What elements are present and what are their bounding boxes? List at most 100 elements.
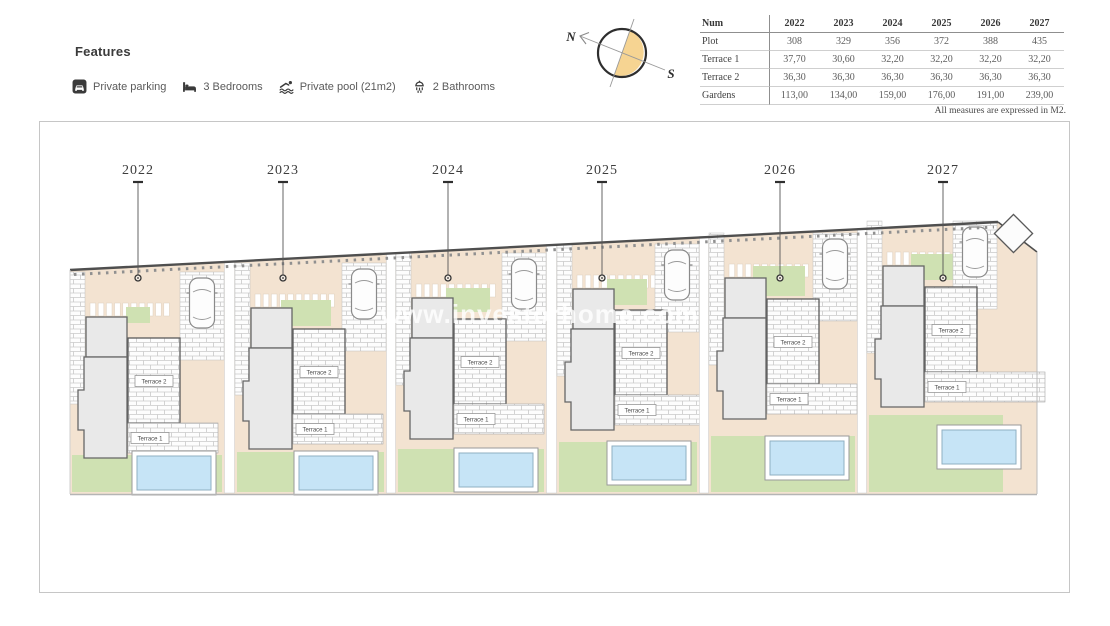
house xyxy=(716,317,767,420)
plot-divider xyxy=(546,244,557,494)
table-row-label: Gardens xyxy=(700,87,770,105)
table-cell: 36,30 xyxy=(917,69,966,87)
car-icon xyxy=(186,277,218,329)
compass-rose: NS xyxy=(565,18,675,88)
plot-callout-2025: 2025 xyxy=(586,163,618,282)
terrace-label: Terrace 2 xyxy=(938,329,964,335)
terrace-label: Terrace 1 xyxy=(934,386,960,392)
table-row-label: Terrace 2 xyxy=(700,69,770,87)
plot-2026: Terrace 2 Terrace 1 xyxy=(708,232,858,492)
pool xyxy=(298,455,374,491)
table-header-cell: 2024 xyxy=(868,15,917,33)
compass-shaded-half xyxy=(614,30,644,77)
terrace-1 xyxy=(127,422,219,454)
plot-2027: Terrace 2 Terrace 1 xyxy=(866,220,1046,492)
feature-item: 2 Bathrooms xyxy=(412,79,495,94)
plot-divider xyxy=(224,260,235,494)
table-cell: 159,00 xyxy=(868,87,917,105)
table-cell: 36,30 xyxy=(966,69,1015,87)
features-legend: Private parking 3 Bedrooms Private pool (2… xyxy=(72,79,495,94)
compass-north-label: N xyxy=(565,29,576,44)
pool xyxy=(769,440,845,476)
terrace-label: Terrace 2 xyxy=(467,361,493,367)
table-header-cell: 2022 xyxy=(770,15,819,33)
table-cell: 329 xyxy=(819,33,868,51)
house xyxy=(874,305,925,408)
plot-number-label: 2022 xyxy=(122,163,154,178)
table-row-label: Plot xyxy=(700,33,770,51)
house-upper xyxy=(724,277,767,319)
table-cell: 37,70 xyxy=(770,51,819,69)
feature-label: 2 Bathrooms xyxy=(432,80,496,93)
corner-marker xyxy=(993,213,1034,254)
feature-label: Private parking xyxy=(93,80,167,93)
house-upper xyxy=(250,307,293,349)
table-cell: 32,20 xyxy=(1015,51,1064,69)
terrace-label: Terrace 1 xyxy=(624,409,650,415)
table-cell: 134,00 xyxy=(819,87,868,105)
table-cell: 191,00 xyxy=(966,87,1015,105)
table-cell: 113,00 xyxy=(770,87,819,105)
house-upper xyxy=(85,316,128,358)
feature-label: 3 Bedrooms xyxy=(203,80,263,93)
table-header-cell: 2027 xyxy=(1015,15,1064,33)
car-icon xyxy=(661,249,693,301)
plot-2024: Terrace 2 Terrace 1 xyxy=(395,252,547,493)
terrace-label: Terrace 2 xyxy=(306,371,332,377)
terrace-label: Terrace 1 xyxy=(463,418,489,424)
plot-callout-2026: 2026 xyxy=(764,163,796,282)
plot-divider xyxy=(699,236,709,494)
table-cell: 36,30 xyxy=(770,69,819,87)
table-cell: 32,20 xyxy=(966,51,1015,69)
plot-number-label: 2024 xyxy=(432,163,464,178)
plot-number-label: 2027 xyxy=(927,163,959,178)
table-cell: 32,20 xyxy=(917,51,966,69)
table-cell: 36,30 xyxy=(868,69,917,87)
bed-icon xyxy=(182,79,197,94)
watermark-text: www.investorhome.com xyxy=(380,299,699,329)
bath-icon xyxy=(412,79,427,94)
compass-south-label: S xyxy=(667,66,674,81)
house xyxy=(403,337,454,440)
plot-number-label: 2026 xyxy=(764,163,796,178)
plot-number-label: 2023 xyxy=(267,163,299,178)
pool xyxy=(941,429,1017,465)
table-cell: 435 xyxy=(1015,33,1064,51)
feature-item: 3 Bedrooms xyxy=(182,79,263,94)
table-cell: 30,60 xyxy=(819,51,868,69)
plot-callout-2024: 2024 xyxy=(432,163,464,282)
pool xyxy=(611,445,687,481)
table-cell: 239,00 xyxy=(1015,87,1064,105)
pool xyxy=(458,452,534,488)
terrace-label: Terrace 1 xyxy=(137,437,163,443)
terrace-label: Terrace 2 xyxy=(628,352,654,358)
measurements-table: Num 2022 2023 2024 2025 2026 2027 Plot 308 329 356… xyxy=(700,15,1064,105)
feature-label: Private pool (21m2) xyxy=(299,80,396,93)
features-section: Features xyxy=(75,44,131,59)
compass-circle xyxy=(596,27,648,79)
table-header-cell: 2025 xyxy=(917,15,966,33)
feature-item: Private parking xyxy=(72,79,166,94)
table-cell: 176,00 xyxy=(917,87,966,105)
table-cell: 32,20 xyxy=(868,51,917,69)
pool-icon xyxy=(279,79,294,94)
table-header-cell: 2023 xyxy=(819,15,868,33)
terrace-label: Terrace 2 xyxy=(780,341,806,347)
terrace-label: Terrace 1 xyxy=(302,428,328,434)
measures-note: All measures are expressed in M2. xyxy=(934,106,1066,116)
table-row-label: Terrace 1 xyxy=(700,51,770,69)
car-icon xyxy=(959,226,991,278)
feature-item: Private pool (21m2) xyxy=(279,79,396,94)
plot-number-label: 2025 xyxy=(586,163,618,178)
house-upper xyxy=(882,265,925,307)
table-cell: 388 xyxy=(966,33,1015,51)
plot-callout-2022: 2022 xyxy=(122,163,154,282)
terrace-label: Terrace 2 xyxy=(141,380,167,386)
car-icon xyxy=(819,238,851,290)
plot-2023: Terrace 2 Terrace 1 xyxy=(234,262,387,496)
table-cell: 36,30 xyxy=(819,69,868,87)
north-arrow-icon xyxy=(579,31,590,45)
house xyxy=(564,328,615,431)
table-header-cell: 2026 xyxy=(966,15,1015,33)
